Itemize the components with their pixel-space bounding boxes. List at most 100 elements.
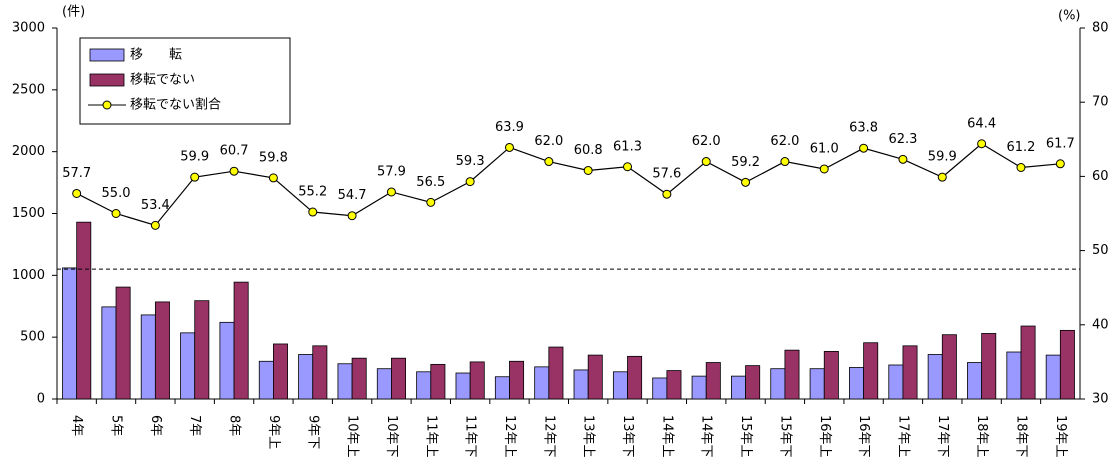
data-label: 63.8 xyxy=(849,121,878,136)
bar xyxy=(705,362,721,400)
x-tick-label: 14年上 xyxy=(659,415,674,458)
x-tick-label: 16年上 xyxy=(817,415,832,458)
x-tick-label: 17年下 xyxy=(935,415,950,458)
legend-swatch xyxy=(89,73,125,87)
x-tick-label: 10年上 xyxy=(345,415,360,458)
bar xyxy=(494,376,510,400)
legend-label: 移転でない割合 xyxy=(130,97,221,113)
bar xyxy=(1059,329,1075,400)
x-tick-label: 13年上 xyxy=(581,415,596,458)
bar xyxy=(76,221,92,400)
legend-label: 移 転 xyxy=(130,48,182,63)
bar xyxy=(927,354,943,400)
data-label: 55.2 xyxy=(298,185,327,200)
data-label: 59.8 xyxy=(259,150,288,165)
ratio-marker xyxy=(504,142,514,152)
ratio-marker xyxy=(308,207,318,217)
data-label: 62.0 xyxy=(692,134,721,149)
ratio-marker xyxy=(898,154,908,164)
legend-swatch xyxy=(89,48,125,62)
x-tick-label: 15年下 xyxy=(777,415,792,458)
data-label: 61.0 xyxy=(810,141,839,156)
x-tick-label: 9年上 xyxy=(266,415,281,449)
data-label: 57.6 xyxy=(652,167,681,182)
data-label: 59.2 xyxy=(731,155,760,170)
y-tick-label: 500 xyxy=(20,330,45,345)
bar xyxy=(115,286,131,400)
ratio-marker xyxy=(741,177,751,187)
bar xyxy=(1045,354,1061,400)
x-tick-label: 12年上 xyxy=(502,415,517,458)
data-label: 61.2 xyxy=(1007,140,1036,155)
data-label: 62.0 xyxy=(770,134,799,149)
ratio-marker xyxy=(1055,159,1065,169)
bar xyxy=(666,370,682,400)
y2-tick-label: 40 xyxy=(1092,317,1109,332)
ratio-marker xyxy=(268,173,278,183)
bar xyxy=(730,375,746,400)
x-tick-label: 9年下 xyxy=(305,415,320,449)
ratio-marker xyxy=(465,177,475,187)
x-tick-label: 18年下 xyxy=(1013,415,1028,458)
bar xyxy=(627,355,643,400)
data-label: 57.9 xyxy=(377,164,406,179)
ratio-marker xyxy=(780,157,790,167)
ratio-marker xyxy=(347,211,357,221)
bar xyxy=(612,371,628,400)
ratio-marker xyxy=(623,162,633,172)
bar xyxy=(258,360,274,400)
bar xyxy=(691,375,707,400)
data-label: 55.0 xyxy=(102,186,131,201)
bar xyxy=(298,354,314,400)
data-label: 61.3 xyxy=(613,139,642,154)
bar xyxy=(849,367,864,400)
y2-unit: (%) xyxy=(1058,9,1081,24)
x-tick-label: 14年下 xyxy=(699,415,714,458)
y-tick-label: 1500 xyxy=(12,206,45,221)
ratio-line xyxy=(76,143,1061,227)
bar xyxy=(823,350,839,400)
data-label: 59.9 xyxy=(180,150,209,165)
x-tick-label: 4年 xyxy=(69,415,84,436)
bar xyxy=(784,349,800,400)
y-tick-label: 2000 xyxy=(12,144,45,159)
y-tick-label: 1000 xyxy=(12,268,45,283)
bar xyxy=(391,357,407,400)
data-label: 59.3 xyxy=(456,154,485,169)
x-tick-label: 12年下 xyxy=(541,415,556,458)
bar xyxy=(455,372,471,400)
y2-tick-label: 80 xyxy=(1092,21,1109,36)
x-tick-label: 13年下 xyxy=(620,415,635,458)
x-tick-label: 16年下 xyxy=(856,415,871,458)
y-tick-label: 2500 xyxy=(12,82,45,97)
bar xyxy=(430,363,446,400)
bar xyxy=(194,300,210,400)
y-tick-label: 0 xyxy=(37,392,45,407)
y2-tick-label: 70 xyxy=(1092,95,1109,110)
x-tick-label: 7年 xyxy=(187,415,202,436)
bar xyxy=(154,301,170,400)
bar xyxy=(863,342,879,400)
ratio-marker xyxy=(701,157,711,167)
data-label: 59.9 xyxy=(928,150,957,165)
bar xyxy=(548,346,564,400)
y2-tick-label: 60 xyxy=(1092,169,1109,184)
x-tick-label: 15年上 xyxy=(738,415,753,458)
x-tick-label: 18年上 xyxy=(974,415,989,458)
bar xyxy=(770,368,786,400)
bar xyxy=(416,371,432,400)
ratio-marker xyxy=(190,172,200,182)
ratio-marker xyxy=(544,157,554,167)
y-unit: (件) xyxy=(62,5,85,20)
bar xyxy=(1006,351,1022,400)
ratio-marker xyxy=(111,209,121,218)
bar xyxy=(652,377,668,400)
ratio-marker xyxy=(662,189,672,199)
ratio-marker xyxy=(937,172,947,182)
bar xyxy=(941,334,957,400)
bar xyxy=(809,368,825,400)
ratio-marker xyxy=(819,164,829,174)
x-tick-label: 5年 xyxy=(109,415,124,436)
ratio-marker xyxy=(72,188,82,198)
